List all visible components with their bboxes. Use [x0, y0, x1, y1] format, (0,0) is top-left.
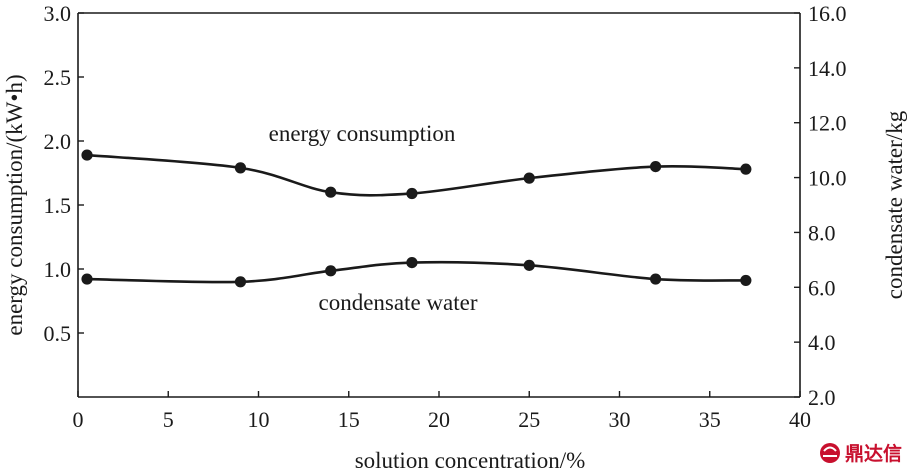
- axis-ticks: 0 5 10 15 20 25 30 35 40 0.5 1.0 1.5 2.0 2.5 3.0 2.0 4.0…: [44, 1, 847, 432]
- watermark-text: 鼎达信: [845, 442, 902, 465]
- data-point-energy-consumption: [325, 186, 337, 198]
- y-axis-left-title: energy consumption/(kW•h): [2, 74, 27, 335]
- data-point-condensate-water: [740, 274, 752, 287]
- y-right-tick-label: 10.0: [808, 166, 847, 191]
- y-right-tick-label: 6.0: [808, 275, 836, 300]
- y-left-tick-label: 1.5: [44, 193, 72, 218]
- x-axis-title: solution concentration/%: [355, 448, 586, 473]
- x-tick-label: 30: [609, 407, 631, 432]
- y-left-tick-label: 3.0: [44, 1, 72, 26]
- data-point-energy-consumption: [650, 161, 662, 173]
- logo-badge-icon: [820, 443, 840, 463]
- data-point-condensate-water: [325, 265, 337, 277]
- x-tick-label: 10: [248, 407, 270, 432]
- y-left-tick-label: 2.5: [44, 65, 72, 90]
- y-right-tick-label: 16.0: [808, 1, 847, 26]
- y-right-tick-label: 8.0: [808, 220, 836, 245]
- series-label-energy-consumption: energy consumption: [269, 121, 456, 146]
- y-right-tick-label: 2.0: [808, 385, 836, 410]
- data-point-energy-consumption: [81, 149, 93, 161]
- data-point-condensate-water: [81, 273, 93, 285]
- watermark: 鼎达信: [820, 442, 902, 465]
- y-left-tick-label: 2.0: [44, 129, 72, 154]
- y-axis-right-title: condensate water/kg: [882, 110, 907, 299]
- x-tick-label: 5: [163, 407, 174, 432]
- y-right-tick-label: 12.0: [808, 111, 847, 136]
- data-point-condensate-water: [650, 273, 662, 285]
- x-tick-label: 0: [73, 407, 84, 432]
- series-line-energy-consumption: [86, 153, 746, 197]
- y-left-tick-label: 1.0: [44, 257, 72, 282]
- data-point-energy-consumption: [740, 163, 752, 175]
- data-point-energy-consumption: [523, 172, 535, 184]
- data-point-condensate-water: [523, 259, 535, 271]
- y-right-tick-label: 4.0: [808, 330, 836, 355]
- series-label-condensate-water: condensate water: [318, 290, 477, 315]
- x-tick-label: 20: [428, 407, 450, 432]
- data-point-energy-consumption: [234, 162, 247, 174]
- x-tick-label: 15: [338, 407, 360, 432]
- x-tick-label: 40: [789, 407, 811, 432]
- data-point-energy-consumption: [406, 187, 418, 200]
- x-tick-label: 35: [699, 407, 721, 432]
- x-tick-label: 25: [518, 407, 540, 432]
- data-point-condensate-water: [234, 276, 247, 288]
- y-right-tick-label: 14.0: [808, 56, 847, 81]
- chart-axes: [77, 12, 801, 398]
- series-layer: [81, 149, 752, 288]
- data-point-condensate-water: [406, 257, 418, 269]
- y-left-tick-label: 0.5: [44, 321, 72, 346]
